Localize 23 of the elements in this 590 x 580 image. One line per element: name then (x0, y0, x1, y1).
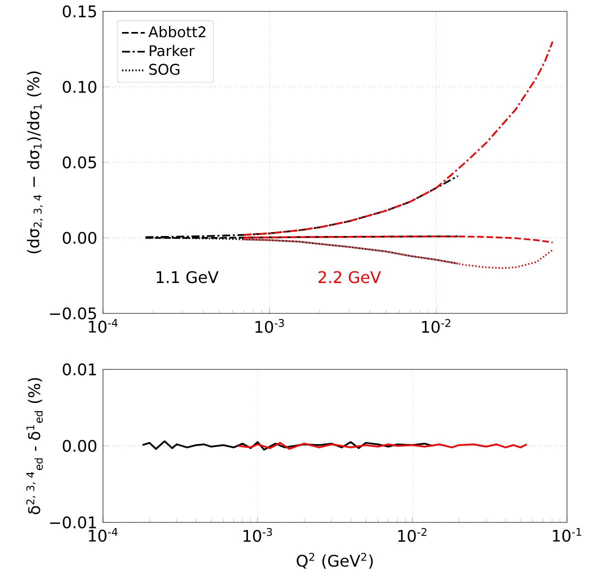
legend-label: Parker (150, 44, 195, 56)
y-tick-label: 0.01 (62, 363, 96, 376)
annotation: 2.2 GeV (318, 270, 381, 283)
x-tick-label: 10$^{-1}$ (552, 528, 582, 542)
x-tick-label: 10$^{-4}$ (88, 528, 118, 542)
x-tick-label: 10$^{-3}$ (256, 318, 284, 333)
x-tick-label: 10$^{-2}$ (422, 318, 450, 333)
x-tick-label: 10$^{-3}$ (244, 528, 272, 542)
legend-label: SOG (149, 64, 180, 75)
y-tick-label: −0.01 (50, 516, 96, 528)
y-axis-title: δ$^{2, 3, 4}$$_{ed}$ - δ$^{1}$$_{ed}$ (%) (26, 378, 43, 514)
y-axis-title: (dσ$_{2, 3, 4}$ − dσ$_{1}$)/dσ$_{1}$ (%) (26, 71, 43, 254)
y-tick-label: 0.05 (62, 156, 96, 168)
y-tick-label: 0.10 (62, 80, 96, 93)
annotation: 1.1 GeV (156, 270, 219, 283)
x-axis-title: Q$^{2}$ (GeV$^{2}$) (296, 552, 373, 569)
x-tick-label: 10$^{-4}$ (88, 318, 118, 333)
y-tick-label: 0.00 (62, 232, 96, 244)
y-tick-label: 0.00 (62, 440, 96, 452)
y-tick-label: 0.15 (62, 5, 96, 18)
legend-label: Abbott2 (148, 26, 206, 38)
x-tick-label: 10$^{-2}$ (398, 528, 426, 542)
y-tick-label: −0.05 (50, 307, 96, 320)
